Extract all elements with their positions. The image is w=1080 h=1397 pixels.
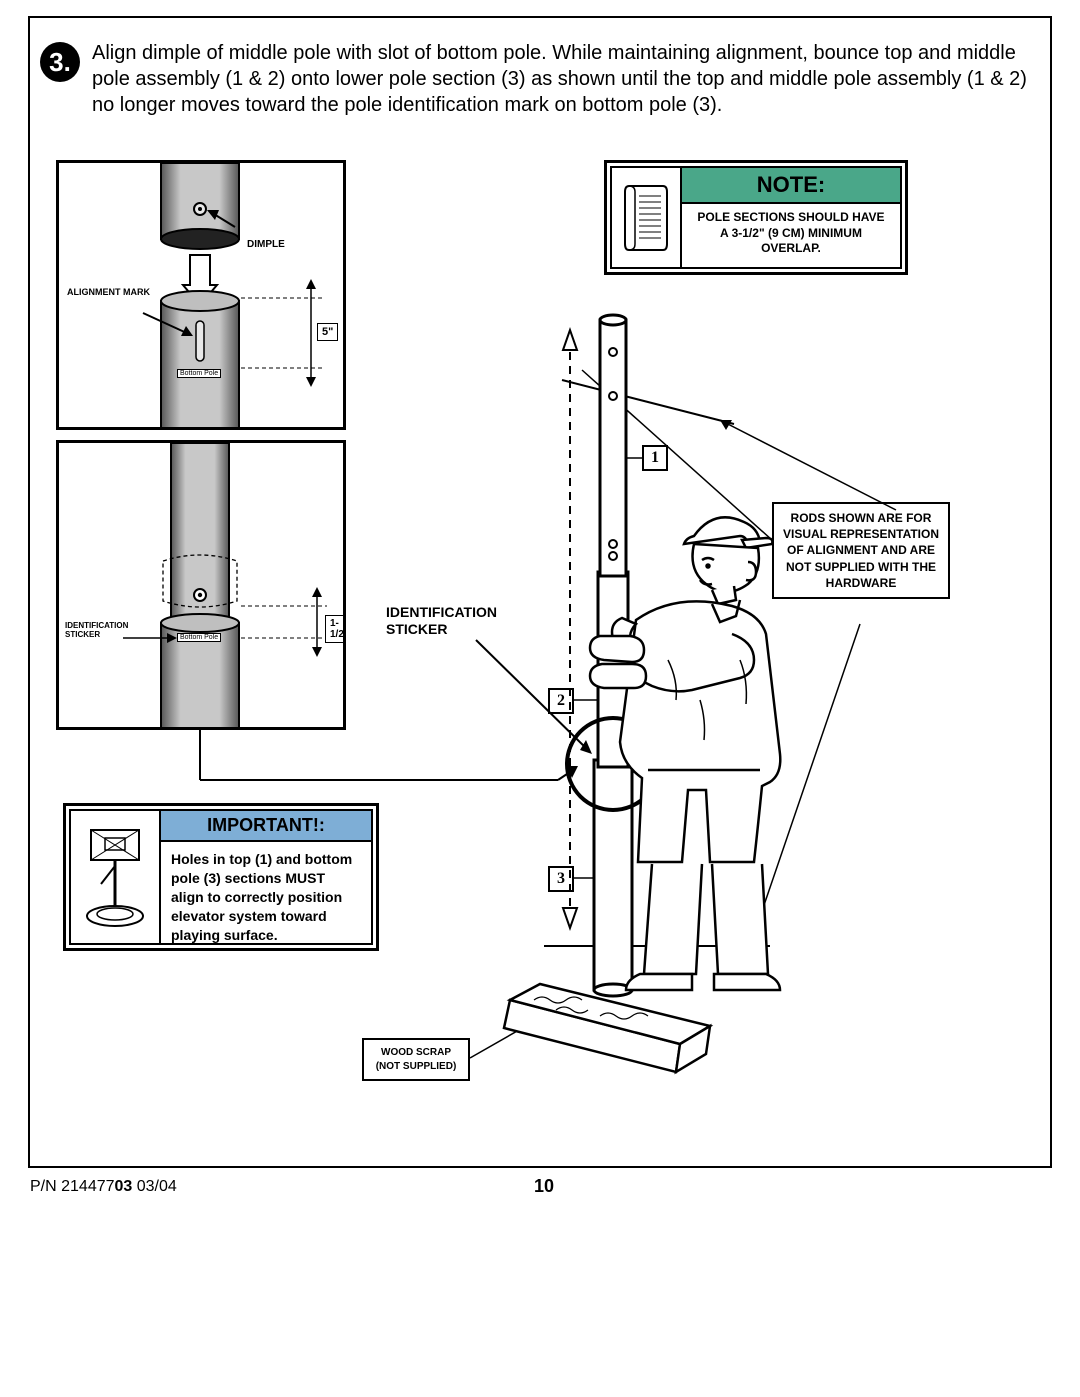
footer-part-number: P/N 21447703 03/04: [30, 1178, 177, 1196]
important-box: IMPORTANT!: Holes in top (1) and bottom …: [63, 803, 379, 951]
step-instruction-text: Align dimple of middle pole with slot of…: [92, 40, 1032, 118]
important-icon-cell: [71, 811, 161, 943]
step-number: 3.: [49, 47, 71, 78]
hoop-icon: [77, 822, 153, 932]
callout-1: 1: [642, 445, 668, 471]
note-icon-cell: [612, 168, 682, 267]
diagram-top: DIMPLE ALIGNMENT MARK Bottom Pole 5": [56, 160, 346, 430]
diagram-bottom-svg: [59, 443, 346, 730]
pn-prefix: P/N 214477: [30, 1178, 115, 1195]
step-number-badge: 3.: [40, 42, 80, 82]
note-text: POLE SECTIONS SHOULD HAVE A 3-1/2" (9 CM…: [682, 202, 900, 263]
important-title: IMPORTANT!:: [161, 811, 371, 842]
pn-bold: 03: [115, 1178, 133, 1195]
important-text: Holes in top (1) and bottom pole (3) sec…: [161, 842, 371, 952]
id-sticker-label: IDENTIFICATION STICKER: [65, 621, 128, 639]
scroll-icon: [621, 180, 671, 256]
wood-callout-text: WOOD SCRAP (NOT SUPPLIED): [376, 1047, 457, 1072]
id-sticker-free-label: IDENTIFICATION STICKER: [386, 604, 497, 638]
rods-callout-text: RODS SHOWN ARE FOR VISUAL REPRESENTATION…: [783, 511, 939, 590]
note-box: NOTE: POLE SECTIONS SHOULD HAVE A 3-1/2"…: [604, 160, 908, 275]
rods-callout: RODS SHOWN ARE FOR VISUAL REPRESENTATION…: [772, 502, 950, 599]
diagram-bottom: IDENTIFICATION STICKER Bottom Pole 1-1/2…: [56, 440, 346, 730]
dim-5in: 5": [317, 323, 338, 341]
dim-1-5in: 1-1/2": [325, 615, 346, 643]
note-title: NOTE:: [682, 168, 900, 202]
footer-page-number: 10: [534, 1176, 554, 1197]
bottom-pole-tag-1: Bottom Pole: [177, 369, 221, 378]
bottom-pole-tag-2: Bottom Pole: [177, 633, 221, 642]
alignment-mark-label: ALIGNMENT MARK: [67, 287, 157, 297]
dimple-label: DIMPLE: [247, 239, 285, 250]
wood-callout: WOOD SCRAP (NOT SUPPLIED): [362, 1038, 470, 1081]
pn-date: 03/04: [132, 1178, 176, 1195]
callout-2: 2: [548, 688, 574, 714]
callout-3: 3: [548, 866, 574, 892]
